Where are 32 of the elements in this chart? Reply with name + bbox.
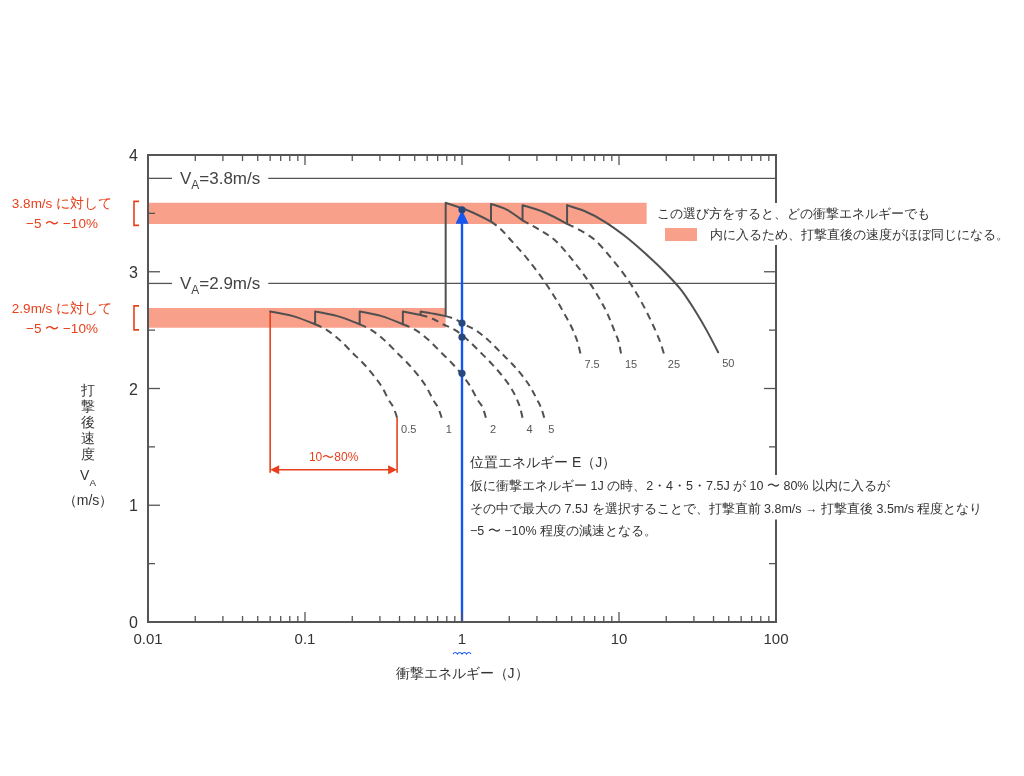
ref-line-label: V$_{A}$=2.9m/s	[180, 273, 261, 298]
annotation: 10〜80%	[308, 449, 359, 464]
series-label: 7.5	[584, 358, 600, 371]
x-tick-label: 10	[610, 630, 628, 647]
y-tick-label: 4	[129, 146, 139, 164]
y-tick-label: 3	[129, 263, 139, 281]
ref-line-label: V$_{A}$=3.8m/s	[180, 168, 261, 193]
annotation: 仮に衝撃エネルギー 1J の時、2・4・5・7.5J が 10 〜 80% 以内に入るが	[469, 479, 891, 493]
annotation: 位置エネルギー E（J）	[470, 454, 617, 470]
series-label: 5	[548, 422, 555, 435]
x-tick-label: 1	[457, 630, 467, 647]
series-label: 4	[526, 422, 533, 435]
series-label: 25	[667, 358, 681, 371]
y-tick-label: 0	[129, 613, 139, 631]
series-label: 50	[722, 357, 735, 370]
x-axis-title: 衝撃エネルギー（J）	[395, 665, 529, 681]
text: 3.8m/s に対して −5 〜 −10%	[11, 195, 113, 231]
legend-title: この選び方をすると、どの衝撃エネルギーでも	[657, 206, 930, 221]
series-label: 1	[445, 422, 452, 435]
series-label: 2	[489, 422, 497, 435]
y-tick-label: 2	[129, 380, 139, 397]
x-tick-label: 0.1	[294, 630, 316, 647]
x-tick-label: 100	[763, 630, 789, 647]
series-label: 0.5	[401, 422, 417, 435]
annotation: −5 〜 −10% 程度の減速となる。	[470, 523, 657, 538]
text: 2.9m/s に対して −5 〜 −10%	[11, 300, 113, 336]
annotation: その中で最大の 7.5J を選択することで、打撃直前 3.8m/s → 打撃直後 3.5m/s 程度となり	[470, 500, 983, 516]
y-tick-label: 1	[129, 496, 139, 514]
y-axis-title: 打撃後速度 V$_{A}$ （m/s）	[62, 382, 114, 508]
legend-label: 内に入るため、打撃直後の速度がほぼ同じになる。	[710, 227, 1009, 242]
x-tick-label: 0.01	[133, 630, 163, 647]
series-label: 15	[625, 358, 638, 371]
